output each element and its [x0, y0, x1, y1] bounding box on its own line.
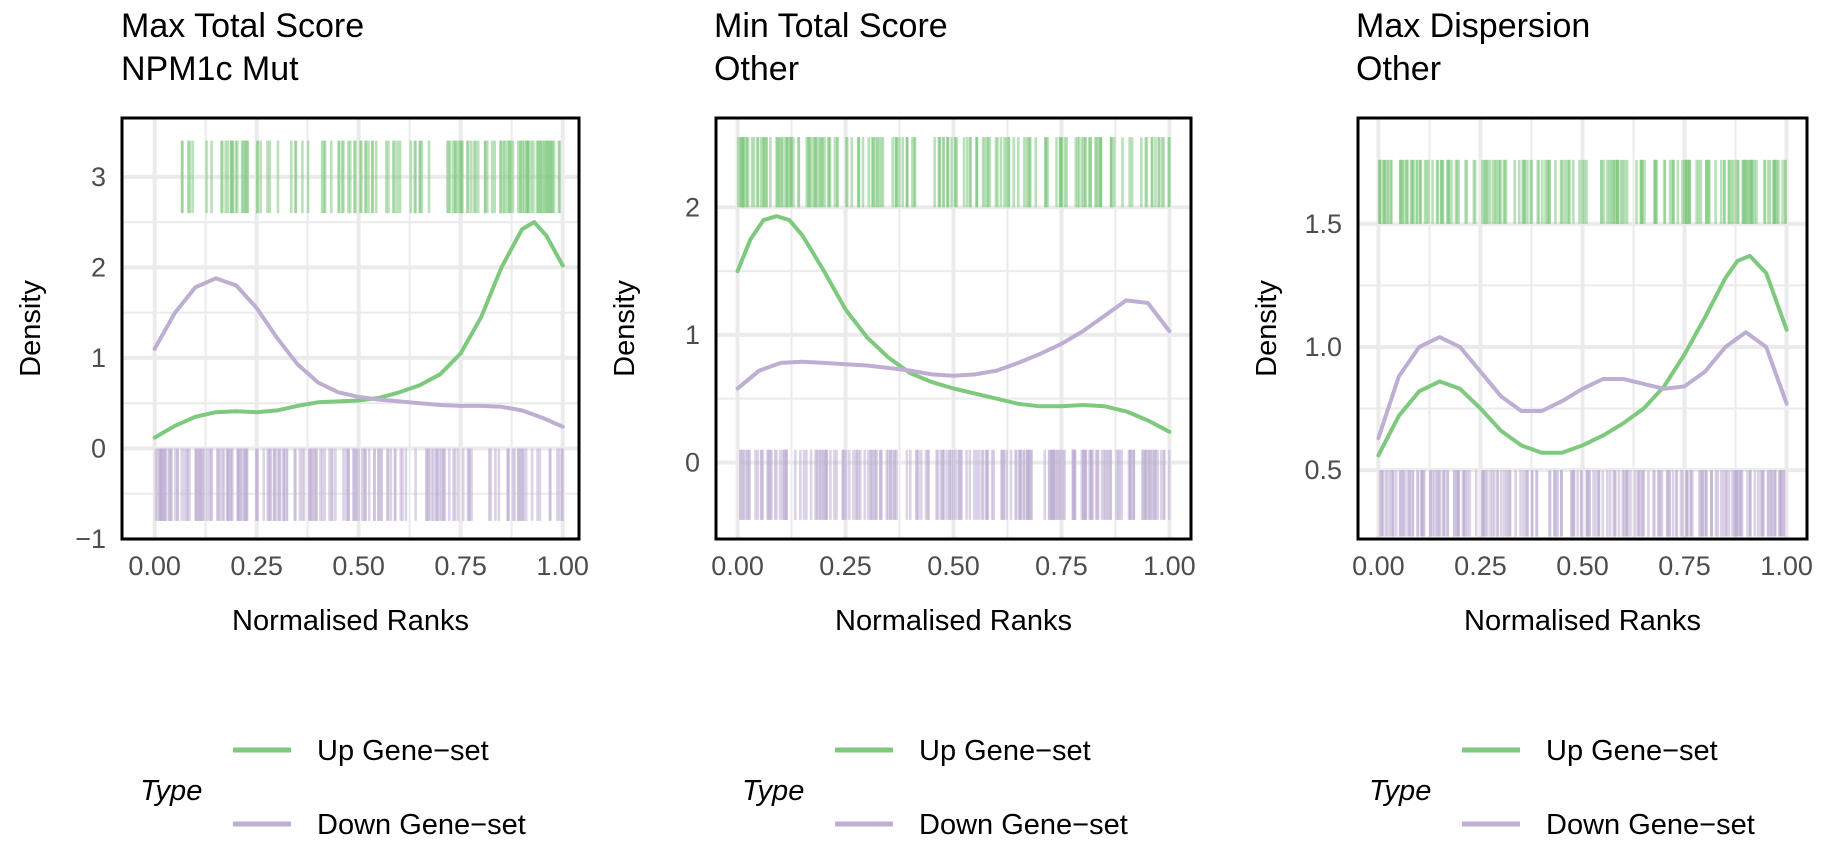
- rug-up: [180, 140, 561, 214]
- legend-item-label: Down Gene−set: [919, 809, 1128, 841]
- y-tick-label: 3: [91, 162, 106, 192]
- rug-down: [154, 448, 564, 521]
- chart-panel-1: Max Total Score NPM1c Mut 0.00 0.25 0.50 0.75…: [15, 7, 589, 841]
- chart-panel-2: Min Total Score Other 0.00 0.25 0.50 0.75 1.00…: [609, 7, 1196, 841]
- y-tick-label: 1: [91, 343, 106, 373]
- legend-item-label: Up Gene−set: [919, 735, 1091, 767]
- down-gene-set-density-line: [1376, 330, 1789, 441]
- legend-item-label: Up Gene−set: [1546, 735, 1718, 767]
- chart-title-line: Min Total Score: [714, 7, 948, 45]
- rug-up: [1377, 159, 1787, 224]
- legend-title: Type: [1369, 775, 1431, 807]
- chart-title-line: Max Total Score: [121, 7, 364, 45]
- x-axis-label: Normalised Ranks: [835, 605, 1072, 637]
- panel-border: [120, 116, 581, 541]
- chart-title-line: NPM1c Mut: [121, 50, 299, 88]
- rug-up: [737, 137, 1171, 208]
- x-tick-label: 0.50: [1556, 551, 1609, 581]
- x-tick-label: 0.25: [230, 551, 283, 581]
- up-gene-set-density-line: [1376, 253, 1789, 458]
- y-tick-label: 1: [685, 320, 700, 350]
- x-axis-label: Normalised Ranks: [232, 605, 469, 637]
- legend: Type Up Gene−set Down Gene−set: [742, 735, 1128, 841]
- y-tick-label: 1.0: [1304, 332, 1342, 362]
- chart-title-line: Other: [714, 50, 799, 88]
- rug-down: [739, 449, 1171, 520]
- down-gene-set-density-line: [152, 276, 565, 429]
- y-tick-label: 2: [685, 192, 700, 222]
- x-tick-label: 0.00: [1352, 551, 1405, 581]
- up-gene-set-density-line: [735, 214, 1172, 434]
- legend-title: Type: [742, 775, 804, 807]
- legend-item-label: Down Gene−set: [1546, 809, 1755, 841]
- y-axis-label: Density: [609, 280, 641, 377]
- down-gene-set-density-line: [735, 298, 1172, 391]
- y-tick-label: −1: [75, 524, 106, 554]
- x-axis-label: Normalised Ranks: [1464, 605, 1701, 637]
- rug-down: [1378, 470, 1786, 537]
- y-axis-label: Density: [1251, 280, 1283, 377]
- x-tick-label: 0.25: [1454, 551, 1507, 581]
- legend: Type Up Gene−set Down Gene−set: [140, 735, 526, 841]
- legend: Type Up Gene−set Down Gene−set: [1369, 735, 1755, 841]
- x-tick-label: 0.75: [1035, 551, 1088, 581]
- x-tick-label: 1.00: [1760, 551, 1813, 581]
- y-tick-label: 1.5: [1304, 209, 1342, 239]
- y-tick-label: 0: [91, 433, 106, 463]
- y-tick-label: 0: [685, 447, 700, 477]
- legend-item-label: Up Gene−set: [317, 735, 489, 767]
- x-tick-label: 0.00: [128, 551, 181, 581]
- y-axis-label: Density: [15, 280, 47, 377]
- y-tick-label: 2: [91, 252, 106, 282]
- x-tick-label: 1.00: [536, 551, 589, 581]
- x-tick-label: 1.00: [1143, 551, 1196, 581]
- chart-title-line: Max Dispersion: [1356, 7, 1590, 45]
- x-tick-label: 0.50: [927, 551, 980, 581]
- x-tick-label: 0.75: [434, 551, 487, 581]
- legend-title: Type: [140, 775, 202, 807]
- chart-panel-3: Max Dispersion Other 0.00 0.25 0.50 0.75 1.00 0…: [1251, 7, 1813, 841]
- x-tick-label: 0.75: [1658, 551, 1711, 581]
- y-tick-label: 0.5: [1304, 455, 1342, 485]
- legend-item-label: Down Gene−set: [317, 809, 526, 841]
- chart-title-line: Other: [1356, 50, 1441, 88]
- panel-border: [714, 116, 1193, 541]
- panel-border: [1356, 116, 1809, 541]
- x-tick-label: 0.00: [711, 551, 764, 581]
- x-tick-label: 0.50: [332, 551, 385, 581]
- x-tick-label: 0.25: [819, 551, 872, 581]
